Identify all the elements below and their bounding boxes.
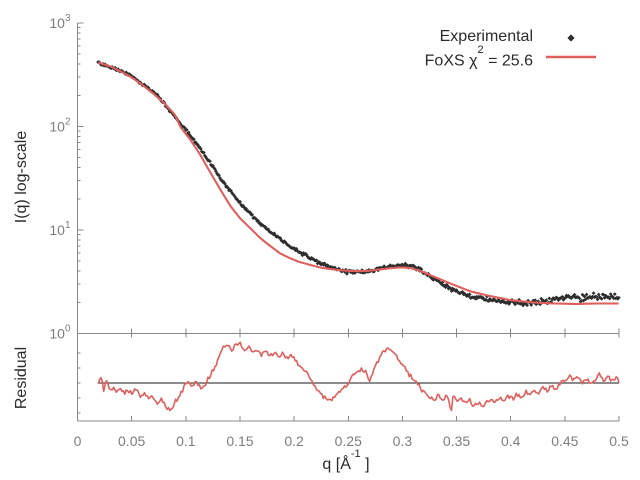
svg-text:102: 102 (49, 117, 71, 135)
legend-foxs-text: FoXS χ (424, 52, 478, 70)
axes (77, 22, 620, 422)
x-tick-labels: 0 0.05 0.1 0.15 0.2 0.25 0.3 0.35 0.4 0.45 0.5 (74, 433, 629, 449)
main-y-axis-title: I(q) log-scale (13, 130, 30, 224)
svg-text:0.1: 0.1 (176, 433, 196, 449)
svg-text:100: 100 (49, 324, 71, 342)
svg-text:0.5: 0.5 (609, 433, 629, 449)
x-axis-title-suffix: ] (360, 456, 370, 474)
foxs-fit-line (97, 61, 619, 305)
x-axis-title-superscript: -1 (350, 447, 361, 460)
svg-text:0.45: 0.45 (551, 433, 578, 449)
svg-text:103: 103 (49, 13, 71, 31)
svg-text:0.2: 0.2 (284, 433, 304, 449)
svg-text:0: 0 (74, 433, 82, 449)
svg-text:0.15: 0.15 (226, 433, 253, 449)
svg-text:0.35: 0.35 (443, 433, 470, 449)
y-tick-labels: 103 102 101 100 (49, 13, 71, 342)
residual-trace (97, 341, 620, 412)
x-axis-title: q [Å-1 ] (322, 448, 370, 474)
svg-text:101: 101 (49, 220, 71, 238)
experimental-diamond-icon (564, 31, 578, 50)
legend-experimental-label: Experimental (439, 28, 533, 45)
residual-y-axis-title: Residual (13, 346, 30, 410)
foxs-fit-line-icon (545, 50, 597, 68)
svg-text:0.25: 0.25 (335, 433, 362, 449)
svg-text:0.05: 0.05 (118, 433, 145, 449)
svg-text:0.3: 0.3 (393, 433, 413, 449)
x-axis-title-text: q [Å (322, 456, 351, 474)
legend-foxs-superscript: 2 (477, 44, 484, 56)
svg-text:0.4: 0.4 (501, 433, 521, 449)
legend-foxs-suffix: = 25.6 (483, 52, 533, 70)
legend-foxs-label: FoXS χ2 = 25.6 (313, 44, 533, 70)
